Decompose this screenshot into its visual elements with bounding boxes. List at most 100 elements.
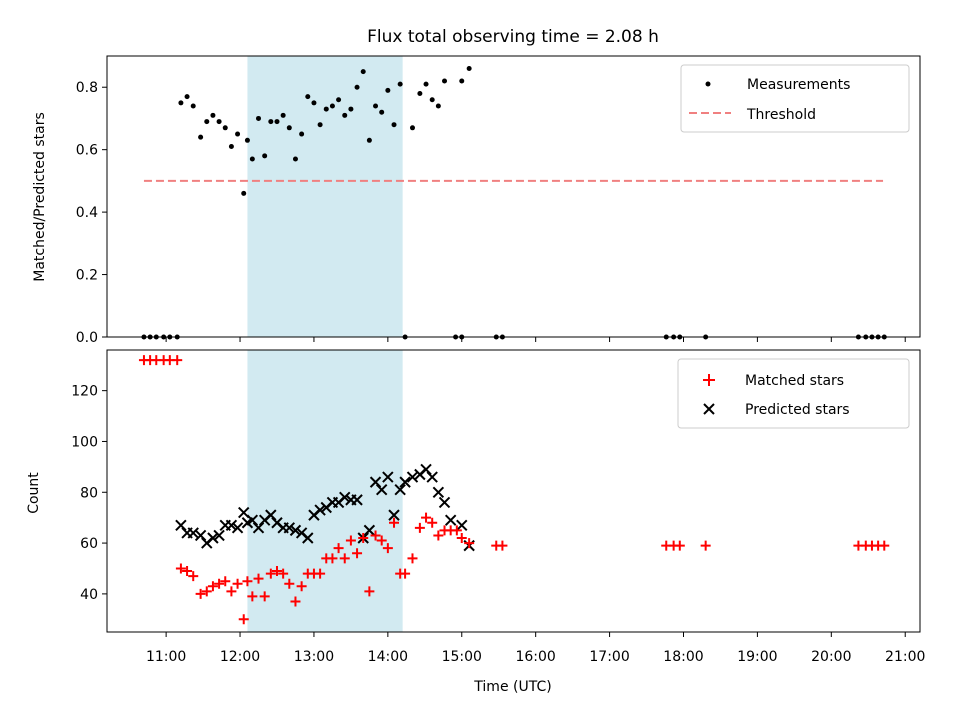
predicted-star-point xyxy=(426,471,438,483)
count-legend-frame xyxy=(677,358,910,429)
count-y-tick-label: 120 xyxy=(71,384,98,400)
measurement-point xyxy=(256,115,262,121)
measurement-point xyxy=(317,122,323,128)
chart-title: Flux total observing time = 2.08 h xyxy=(367,27,659,47)
measurement-point xyxy=(292,156,298,162)
predicted-star-point xyxy=(456,519,468,532)
x-tick-label: 13:00 xyxy=(294,649,334,665)
legend-predicted-marker xyxy=(703,403,715,415)
count-x-axis: 11:00 12:00 13:00 14:00 15:00 16:00 17:00 18:00… xyxy=(146,632,925,665)
measurement-point xyxy=(244,137,250,143)
matched-star-point xyxy=(271,566,282,577)
legend-measurements-label: Measurements xyxy=(747,77,850,93)
matched-star-point xyxy=(451,525,462,536)
matched-star-point xyxy=(259,591,270,602)
count-y-axis: 40 60 80 100 120 xyxy=(71,384,107,603)
count-y-tick-label: 80 xyxy=(80,485,98,501)
measurement-point xyxy=(311,100,317,106)
predicted-star-point xyxy=(283,522,296,534)
matched-star-point xyxy=(333,543,344,554)
matched-star-point xyxy=(389,517,400,528)
predicted-star-point xyxy=(351,494,363,506)
predicted-star-point xyxy=(382,471,394,483)
ratio-panel: 0.00.20.40.60.8 Matched/Predicted stars … xyxy=(32,55,921,346)
predicted-star-point xyxy=(420,463,432,476)
measurement-point xyxy=(459,78,465,84)
predicted-star-point xyxy=(207,532,219,544)
measurement-point xyxy=(429,97,435,103)
measurement-point xyxy=(409,125,415,131)
predicted-star-point xyxy=(432,486,445,498)
matched-star-point xyxy=(201,586,212,597)
measurement-point xyxy=(210,112,216,118)
matched-star-point xyxy=(172,355,183,366)
predicted-star-point xyxy=(194,529,207,542)
matched-star-point xyxy=(339,553,350,564)
matched-star-point xyxy=(315,568,326,579)
legend-predicted-label: Predicted stars xyxy=(745,402,850,418)
predicted-star-point xyxy=(363,524,376,537)
matched-star-point xyxy=(364,586,375,597)
measurement-point xyxy=(216,119,222,125)
legend-measurement-marker xyxy=(705,81,711,87)
x-tick-label: 18:00 xyxy=(663,649,703,665)
predicted-star-point xyxy=(231,522,244,534)
ratio-y-axis: 0.0 0.2 0.4 0.6 0.8 xyxy=(76,80,107,346)
measurement-point xyxy=(323,106,329,112)
measurement-point xyxy=(274,119,280,125)
matched-star-point xyxy=(464,538,475,549)
matched-star-point xyxy=(265,568,276,579)
observing-span xyxy=(247,56,403,337)
matched-star-point xyxy=(700,540,711,551)
legend-matched-label: Matched stars xyxy=(745,373,844,389)
x-tick-label: 12:00 xyxy=(220,649,260,665)
predicted-star-point xyxy=(339,491,351,504)
legend-matched-marker xyxy=(703,374,715,386)
x-axis-label: Time (UTC) xyxy=(473,679,551,695)
predicted-star-point xyxy=(444,514,457,526)
matched-star-point xyxy=(382,543,393,554)
measurement-point xyxy=(435,103,441,109)
predicted-star-point xyxy=(406,471,419,483)
measurement-point xyxy=(417,90,423,96)
matched-star-point xyxy=(232,578,243,589)
measurement-point xyxy=(262,153,268,159)
predicted-star-point xyxy=(213,529,225,542)
count-legend: Matched stars Predicted stars xyxy=(677,358,910,429)
ratio-y-tick-label: 0.8 xyxy=(76,80,98,96)
measurement-point xyxy=(373,103,379,109)
matched-star-point xyxy=(327,553,338,564)
measurement-point xyxy=(379,109,385,115)
x-tick-label: 16:00 xyxy=(515,649,555,665)
measurement-point xyxy=(235,131,241,137)
count-y-tick-label: 40 xyxy=(80,587,98,603)
predicted-star-point xyxy=(265,509,277,521)
matched-star-point xyxy=(427,517,438,528)
measurement-point xyxy=(184,94,190,100)
count-y-tick-label: 60 xyxy=(80,536,98,552)
matched-star-point xyxy=(247,591,258,602)
measurement-point xyxy=(241,190,247,196)
measurement-point xyxy=(360,69,366,75)
measurement-point xyxy=(268,119,274,125)
matched-star-point xyxy=(175,563,186,574)
observing-span xyxy=(247,350,403,632)
matched-star-point xyxy=(284,578,295,589)
ratio-panel-frame xyxy=(106,55,921,338)
matched-star-point xyxy=(345,535,356,546)
measurement-point xyxy=(442,78,448,84)
measurement-point xyxy=(366,137,372,143)
measurement-point xyxy=(336,97,342,103)
matched-star-point xyxy=(214,578,225,589)
measurement-point xyxy=(342,112,348,118)
matched-star-point xyxy=(674,540,685,551)
x-tick-label: 15:00 xyxy=(442,649,482,665)
ratio-marks xyxy=(141,65,887,340)
matched-star-point xyxy=(188,571,199,582)
measurement-point xyxy=(299,131,305,137)
predicted-star-point xyxy=(187,527,199,539)
measurement-point xyxy=(280,112,286,118)
ratio-legend-frame xyxy=(680,64,910,133)
predicted-star-point xyxy=(399,476,411,488)
matched-star-point xyxy=(497,540,508,551)
